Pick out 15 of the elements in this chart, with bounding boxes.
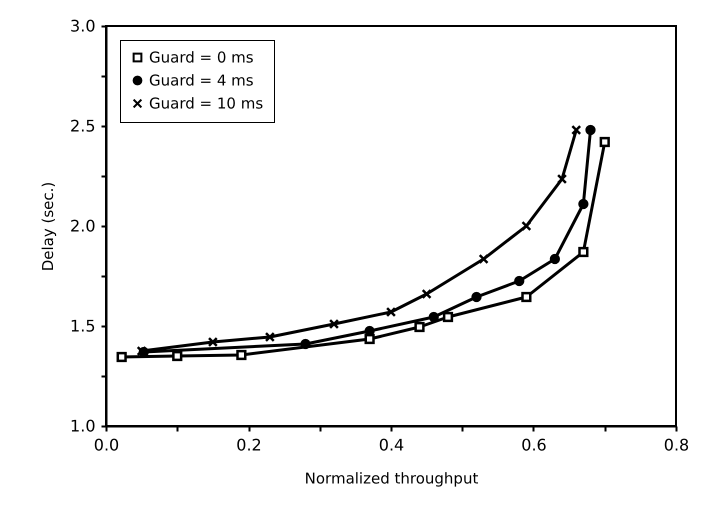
x-tick-label: 0.6 [521,436,547,454]
legend-label: Guard = 0 ms [149,48,254,66]
x-tick-label: 0.8 [664,436,690,454]
x-tick-label: 0.0 [94,436,120,454]
y-tick-label: 1.5 [70,316,96,336]
y-tick-label: 3.0 [70,16,96,36]
y-tick-label: 2.5 [70,116,96,136]
x-tick-label: 0.4 [378,436,404,454]
x-tick-label: 0.2 [236,436,262,454]
x-axis-title: Normalized throughput [304,470,478,488]
legend-label: Guard = 10 ms [149,94,264,112]
y-axis-title: Delay (sec.) [39,182,58,272]
legend-label: Guard = 4 ms [149,72,254,90]
y-tick-label: 1.0 [70,416,96,436]
y-tick-label: 2.0 [70,216,96,236]
